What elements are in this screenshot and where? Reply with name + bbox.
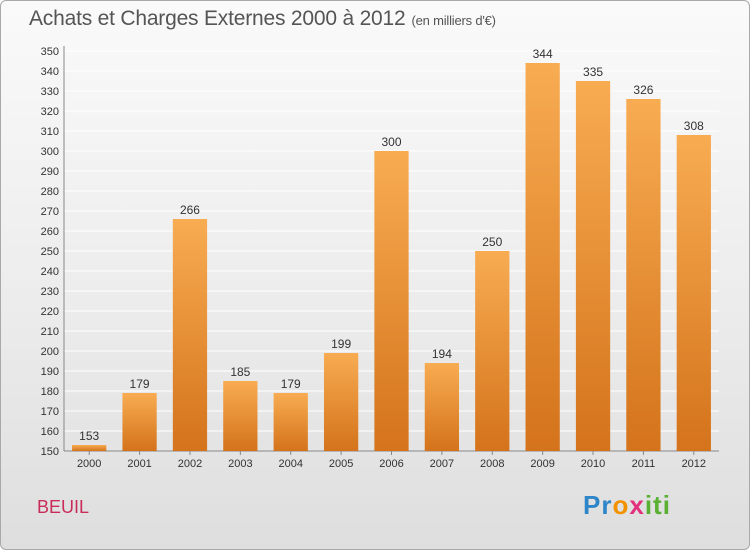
y-tick-label: 320: [41, 106, 59, 118]
value-label-2001: 179: [130, 377, 150, 391]
x-tick-label-2006: 2006: [379, 458, 403, 470]
y-tick-label: 280: [41, 186, 59, 198]
value-label-2012: 308: [684, 119, 704, 133]
x-tick-label-2002: 2002: [178, 458, 202, 470]
y-tick-label: 160: [41, 426, 59, 438]
commune-name: BEUIL: [37, 497, 90, 517]
y-tick-label: 150: [41, 446, 59, 458]
x-tick-label-2007: 2007: [430, 458, 454, 470]
bar-2004: [273, 393, 308, 451]
x-tick-label-2000: 2000: [77, 458, 101, 470]
bar-2000: [72, 445, 107, 451]
y-tick-label: 330: [41, 86, 59, 98]
bar-2009: [525, 63, 560, 451]
x-tick-label-2003: 2003: [228, 458, 252, 470]
bar-2001: [122, 393, 157, 451]
y-tick-label: 230: [41, 286, 59, 298]
y-tick-label: 350: [41, 46, 59, 58]
proxiti-logo: Proxiti: [583, 490, 671, 520]
value-label-2005: 199: [331, 337, 351, 351]
x-tick-label-2005: 2005: [329, 458, 353, 470]
y-tick-label: 180: [41, 386, 59, 398]
y-tick-label: 310: [41, 126, 59, 138]
value-label-2007: 194: [432, 347, 452, 361]
y-tick-label: 260: [41, 226, 59, 238]
value-label-2004: 179: [281, 377, 301, 391]
x-tick-label-2010: 2010: [581, 458, 605, 470]
bar-2006: [374, 151, 409, 451]
bar-2003: [223, 381, 258, 451]
value-label-2008: 250: [482, 235, 502, 249]
value-label-2000: 153: [79, 429, 99, 443]
bar-2005: [323, 353, 359, 451]
y-tick-label: 170: [41, 406, 59, 418]
value-label-2010: 335: [583, 65, 603, 79]
bar-2007: [424, 363, 460, 451]
y-tick-label: 240: [41, 266, 59, 278]
x-tick-label-2009: 2009: [530, 458, 554, 470]
bar-2012: [676, 135, 711, 451]
value-label-2002: 266: [180, 203, 200, 217]
y-tick-label: 250: [41, 246, 59, 258]
value-label-2011: 326: [633, 83, 653, 97]
chart-title-text: Achats et Charges Externes 2000 à 2012: [29, 7, 406, 30]
bar-2002: [172, 219, 208, 451]
y-tick-label: 270: [41, 206, 59, 218]
labels: 153 2000 179 2001 266 2002 185 2003 179 2004 199 20…: [77, 47, 706, 470]
bars: [72, 63, 711, 451]
y-tick-label: 190: [41, 366, 59, 378]
y-tick-label: 290: [41, 166, 59, 178]
value-label-2006: 300: [381, 135, 401, 149]
bar-2011: [626, 99, 661, 451]
chart-unit: (en milliers d'€): [411, 13, 496, 28]
y-tick-label: 340: [41, 66, 59, 78]
value-label-2003: 185: [230, 365, 250, 379]
x-tick-label-2001: 2001: [127, 458, 151, 470]
x-tick-label-2012: 2012: [682, 458, 706, 470]
bar-2008: [475, 251, 510, 451]
y-tick-label: 220: [41, 306, 59, 318]
value-label-2009: 344: [533, 47, 553, 61]
x-tick-label-2004: 2004: [278, 458, 302, 470]
y-tick-label: 200: [41, 346, 59, 358]
chart-title: Achats et Charges Externes 2000 à 2012 (e…: [29, 7, 496, 31]
x-tick-label-2008: 2008: [480, 458, 504, 470]
x-tick-label-2011: 2011: [632, 458, 656, 470]
y-tick-label: 300: [41, 146, 59, 158]
bar-2010: [575, 81, 611, 451]
y-tick-label: 210: [41, 326, 59, 338]
